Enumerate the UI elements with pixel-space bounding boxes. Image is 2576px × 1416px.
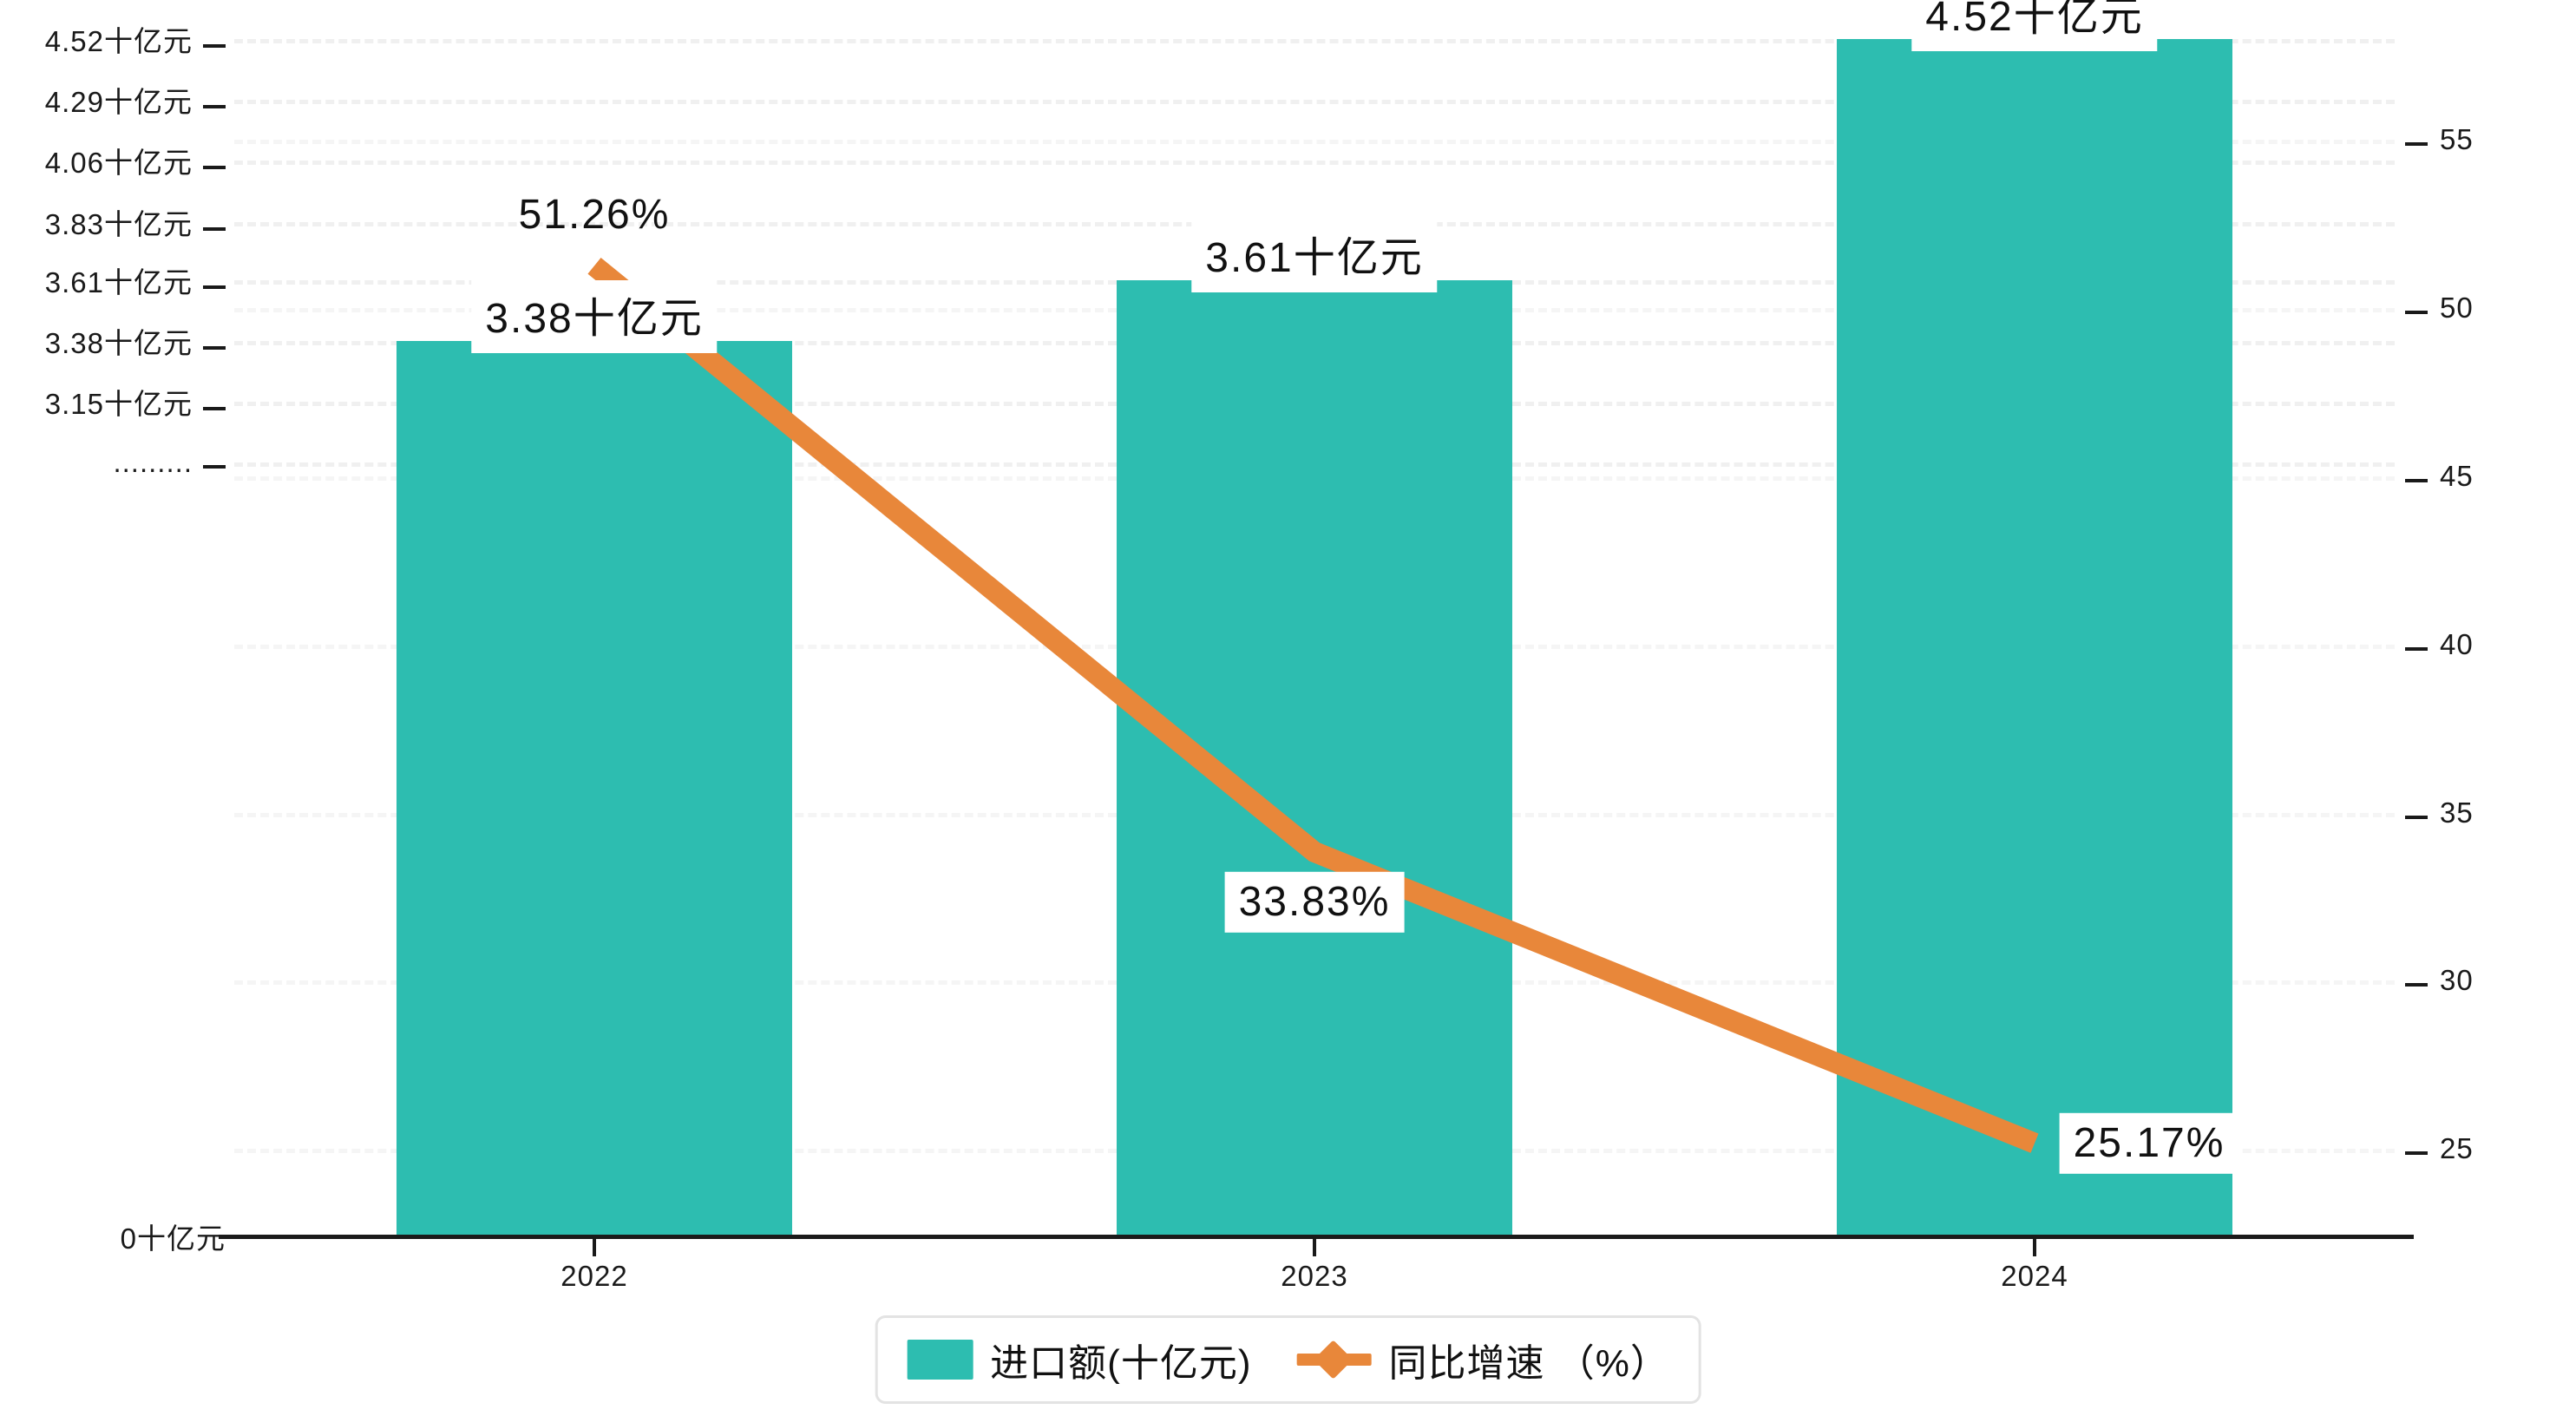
y-tick-right-label: 25 [2440, 1132, 2474, 1165]
y-tick-right-dash-icon [2405, 983, 2428, 987]
y-tick-left-2: 4.06十亿元 [45, 140, 226, 181]
y-tick-left-dash-icon [203, 105, 226, 109]
y-tick-left-dash-icon [203, 285, 226, 289]
legend-label-line: 同比增速 （%） [1388, 1342, 1669, 1385]
x-axis-line [219, 1235, 2414, 1239]
y-tick-left-label: 3.38十亿元 [44, 327, 193, 360]
gridline-right-0 [234, 140, 2395, 145]
y-tick-right-label: 50 [2440, 292, 2474, 324]
legend-label-bar: 进口额(十亿元) [990, 1342, 1252, 1385]
y-tick-left-dash-icon [203, 44, 226, 48]
legend-item-bar[interactable]: 进口额(十亿元) [907, 1332, 1251, 1387]
y-tick-left-label: 0十亿元 [120, 1223, 226, 1255]
bar-label-2024: 4.52十亿元 [1911, 0, 2158, 51]
x-tick-label-2022: 2022 [560, 1260, 628, 1292]
y-tick-left-label: 3.83十亿元 [44, 207, 193, 240]
bar-label-2023: 3.61十亿元 [1191, 219, 1438, 292]
line-label-2024: 25.17% [2059, 1112, 2239, 1174]
x-tick-mark-2022 [593, 1239, 596, 1256]
y-tick-right-1: 50 [2405, 292, 2474, 324]
y-tick-left-dash-icon [203, 226, 226, 231]
bar-2024[interactable] [1836, 39, 2233, 1236]
y-tick-left-5: 3.38十亿元 [45, 320, 226, 362]
y-tick-right-label: 30 [2440, 964, 2474, 997]
y-tick-left-label: 4.52十亿元 [44, 25, 193, 57]
line-label-2023: 33.83% [1224, 871, 1405, 934]
x-tick-label-2024: 2024 [2001, 1260, 2068, 1292]
y-tick-right-dash-icon [2405, 646, 2428, 651]
y-tick-left-dash-icon [203, 465, 226, 469]
y-tick-right-0: 55 [2405, 123, 2474, 156]
y-tick-left-6: 3.15十亿元 [45, 381, 226, 423]
y-tick-right-5: 30 [2405, 964, 2474, 997]
x-tick-label-2023: 2023 [1281, 1260, 1348, 1292]
y-tick-right-3: 40 [2405, 628, 2474, 661]
y-tick-left-3: 3.83十亿元 [45, 201, 226, 243]
y-tick-right-2: 45 [2405, 460, 2474, 493]
legend-swatch-bar-icon [907, 1340, 973, 1380]
y-tick-right-dash-icon [2405, 142, 2428, 147]
y-tick-right-label: 40 [2440, 627, 2474, 660]
y-tick-left-label: 4.29十亿元 [44, 86, 193, 119]
y-tick-left-0: 4.52十亿元 [45, 18, 226, 60]
legend-item-line[interactable]: 同比增速 （%） [1296, 1332, 1668, 1387]
y-tick-right-dash-icon [2405, 1151, 2428, 1156]
bar-2022[interactable] [396, 341, 793, 1236]
y-tick-left-7: ......... [113, 446, 226, 479]
bar-label-2022: 3.38十亿元 [471, 280, 718, 354]
y-tick-right-label: 45 [2440, 459, 2474, 492]
y-tick-right-dash-icon [2405, 478, 2428, 482]
y-tick-right-label: 35 [2440, 796, 2474, 829]
y-tick-left-label: 3.61十亿元 [44, 266, 193, 298]
y-tick-left-dash-icon [203, 407, 226, 411]
gridline-left-0 [234, 39, 2395, 43]
y-tick-right-dash-icon [2405, 815, 2428, 819]
y-tick-left-8: 0十亿元 [121, 1216, 226, 1257]
x-tick-mark-2024 [2033, 1239, 2036, 1256]
y-tick-right-4: 35 [2405, 796, 2474, 829]
y-tick-left-1: 4.29十亿元 [45, 79, 226, 121]
chart-legend[interactable]: 进口额(十亿元) 同比增速 （%） [875, 1315, 1701, 1404]
y-tick-left-label: ......... [113, 446, 193, 479]
y-tick-left-4: 3.61十亿元 [45, 259, 226, 301]
y-tick-right-dash-icon [2405, 311, 2428, 315]
y-tick-left-label: 4.06十亿元 [44, 147, 193, 180]
y-tick-left-dash-icon [203, 346, 226, 351]
gridline-left-2 [234, 161, 2395, 166]
x-tick-mark-2023 [1313, 1239, 1316, 1256]
y-tick-left-label: 3.15十亿元 [44, 388, 193, 421]
bar-2023[interactable] [1116, 279, 1513, 1236]
y-tick-right-label: 55 [2440, 123, 2474, 156]
y-tick-right-6: 25 [2405, 1132, 2474, 1165]
legend-swatch-line-icon [1296, 1340, 1372, 1380]
y-tick-left-dash-icon [203, 166, 226, 170]
line-label-2022: 51.26% [518, 192, 671, 239]
gridline-left-1 [234, 100, 2395, 105]
